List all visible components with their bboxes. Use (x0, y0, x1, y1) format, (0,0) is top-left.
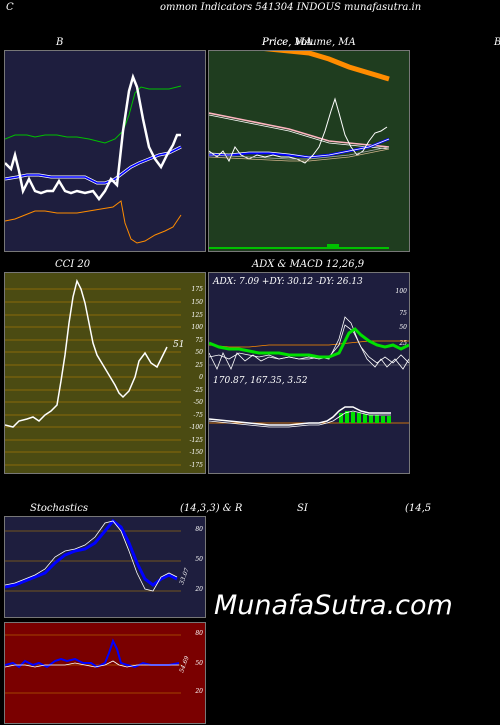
cci-tick: 150 (192, 299, 204, 306)
cci-tick: -125 (190, 437, 204, 444)
cci-title: CCI 20 (55, 259, 91, 270)
svg-text:50: 50 (399, 324, 407, 331)
svg-text:25: 25 (398, 340, 407, 347)
ma-pink-line (209, 112, 390, 148)
cci-tick: 50 (195, 349, 203, 356)
rsi-slow-line (5, 660, 179, 668)
rsi-title: SI (297, 503, 308, 514)
macd-histogram (339, 411, 391, 423)
dmi-minus-line (209, 324, 409, 364)
ma-long-line (263, 51, 390, 82)
bb-title: B (56, 37, 64, 48)
svg-text:20: 20 (194, 688, 203, 695)
adx-readout: ADX: 7.09 +DY: 30.12 -DY: 26.13 (212, 277, 363, 287)
cci-tick: 0 (199, 374, 203, 381)
svg-text:50: 50 (195, 556, 203, 563)
cci-tick: 125 (192, 312, 204, 319)
cci-tick: -150 (190, 449, 204, 456)
rsi-fast-line (5, 638, 180, 669)
ma-white-line (209, 114, 390, 150)
cci-tick: -75 (193, 412, 203, 419)
cci-tick: -175 (190, 462, 204, 469)
rsi-panel: 80 50 20 54.69 (4, 622, 206, 724)
bollinger-panel (4, 50, 206, 252)
svg-text:50: 50 (195, 660, 203, 667)
bb-middle-band (5, 145, 182, 185)
cci-panel: 175 150 125 100 75 50 25 0 -25 -50 -75 -… (4, 272, 206, 474)
cci-tick: 75 (195, 337, 203, 344)
stoch-k-line (5, 520, 178, 592)
stoch-title: Stochastics (30, 503, 88, 514)
adx-macd-title: ADX & MACD 12,26,9 (252, 259, 365, 270)
cci-tick: 175 (192, 286, 204, 293)
cci-grid (5, 288, 181, 466)
stoch-value: 33.07 (178, 567, 191, 586)
cci-tick: 25 (194, 362, 203, 369)
svg-text:80: 80 (195, 630, 203, 637)
cci-tick: 100 (192, 324, 204, 331)
price-title-overlay: Price, MA (262, 37, 313, 48)
rsi-value: 54.69 (178, 655, 191, 674)
rsi-tick-labels: 80 50 20 (194, 630, 203, 695)
adx-macd-panel: ADX: 7.09 +DY: 30.12 -DY: 26.13 100 75 50 2… (208, 272, 410, 474)
price-title: Price, Volume, MA (262, 37, 356, 48)
svg-text:75: 75 (399, 310, 407, 317)
macd-readout: 170.87, 167.35, 3.52 (213, 376, 308, 386)
ma-grey-line (209, 146, 390, 160)
macd-line (209, 406, 391, 426)
right-edge-letter: B (494, 37, 500, 48)
stochastics-panel: 80 50 20 33.07 (4, 516, 206, 618)
adx-tick-labels: 100 75 50 25 (396, 288, 408, 347)
bb-lower-band (5, 200, 182, 244)
svg-text:20: 20 (194, 586, 203, 593)
brand-watermark: MunafaSutra.com (214, 590, 453, 621)
cci-tick: -50 (193, 399, 203, 406)
cci-line (5, 278, 168, 428)
volume-spike-bar (327, 244, 339, 249)
bb-middle-band-blue (5, 146, 182, 184)
bb-upper-band (5, 85, 182, 144)
page-title: ommon Indicators 541304 INDOUS munafasut… (160, 2, 422, 13)
adx-line (209, 327, 409, 359)
svg-text:80: 80 (195, 526, 203, 533)
cci-tick: -100 (190, 424, 204, 431)
price-ma-panel (208, 50, 410, 252)
cci-tick: -25 (193, 387, 203, 394)
adx-orange-line (209, 340, 409, 348)
cci-value: 51 (173, 340, 184, 350)
stoch-params: (14,3,3) & R (180, 503, 243, 514)
stoch-d-line (5, 518, 178, 589)
bb-price-line (5, 73, 181, 202)
macd-signal-line (209, 410, 391, 428)
stoch-tick-labels: 80 50 20 (194, 526, 203, 593)
ma-tan-line (209, 148, 390, 162)
rsi-params: (14,5 (405, 503, 432, 514)
cci-tick-labels: 175 150 125 100 75 50 25 0 -25 -50 -75 -… (190, 286, 204, 469)
svg-text:100: 100 (396, 288, 408, 295)
volume-bars (209, 247, 389, 249)
header-left-letter: C (6, 2, 14, 13)
